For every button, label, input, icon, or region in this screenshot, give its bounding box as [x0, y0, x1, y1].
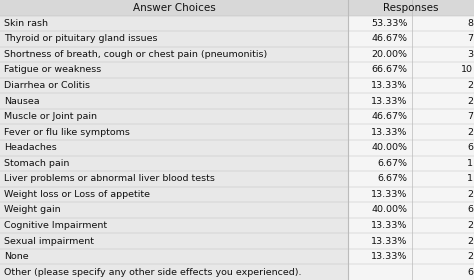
Text: 3: 3	[467, 50, 473, 59]
Text: 2: 2	[467, 221, 473, 230]
Text: Weight loss or Loss of appetite: Weight loss or Loss of appetite	[4, 190, 150, 199]
Text: 2: 2	[467, 81, 473, 90]
Text: 46.67%: 46.67%	[372, 34, 408, 43]
Text: 6: 6	[467, 268, 473, 277]
Text: 2: 2	[467, 97, 473, 106]
Text: 13.33%: 13.33%	[371, 81, 408, 90]
Text: 6: 6	[467, 143, 473, 152]
Text: Weight gain: Weight gain	[4, 206, 60, 214]
Text: Fatigue or weakness: Fatigue or weakness	[4, 66, 101, 74]
Text: 66.67%: 66.67%	[372, 66, 408, 74]
Text: 13.33%: 13.33%	[371, 97, 408, 106]
Text: 13.33%: 13.33%	[371, 252, 408, 261]
Text: 2: 2	[467, 128, 473, 137]
Text: Cognitive Impairment: Cognitive Impairment	[4, 221, 107, 230]
Text: Stomach pain: Stomach pain	[4, 159, 69, 168]
Text: Other (please specify any other side effects you experienced).: Other (please specify any other side eff…	[4, 268, 301, 277]
Text: 1: 1	[467, 174, 473, 183]
Text: Answer Choices: Answer Choices	[133, 3, 216, 13]
Text: 13.33%: 13.33%	[371, 128, 408, 137]
Text: 13.33%: 13.33%	[371, 237, 408, 246]
Text: Muscle or Joint pain: Muscle or Joint pain	[4, 112, 97, 121]
Bar	[0, 0, 474, 16]
Text: Shortness of breath, cough or chest pain (pneumonitis): Shortness of breath, cough or chest pain…	[4, 50, 267, 59]
Text: 40.00%: 40.00%	[372, 143, 408, 152]
Text: Responses: Responses	[383, 3, 439, 13]
Text: 46.67%: 46.67%	[372, 112, 408, 121]
Text: 10: 10	[461, 66, 473, 74]
Text: Sexual impairment: Sexual impairment	[4, 237, 94, 246]
Text: 20.00%: 20.00%	[372, 50, 408, 59]
Text: Diarrhea or Colitis: Diarrhea or Colitis	[4, 81, 90, 90]
Text: 7: 7	[467, 112, 473, 121]
Text: 2: 2	[467, 252, 473, 261]
Text: 53.33%: 53.33%	[371, 19, 408, 28]
Text: Nausea: Nausea	[4, 97, 39, 106]
Text: 7: 7	[467, 34, 473, 43]
Text: 13.33%: 13.33%	[371, 190, 408, 199]
Text: 13.33%: 13.33%	[371, 221, 408, 230]
Text: Liver problems or abnormal liver blood tests: Liver problems or abnormal liver blood t…	[4, 174, 215, 183]
Bar	[348, 0, 474, 280]
Text: Fever or flu like symptoms: Fever or flu like symptoms	[4, 128, 130, 137]
Text: Thyroid or pituitary gland issues: Thyroid or pituitary gland issues	[4, 34, 157, 43]
Text: 6: 6	[467, 206, 473, 214]
Text: 40.00%: 40.00%	[372, 206, 408, 214]
Text: None: None	[4, 252, 28, 261]
Text: 6.67%: 6.67%	[378, 174, 408, 183]
Text: 2: 2	[467, 237, 473, 246]
Text: 6.67%: 6.67%	[378, 159, 408, 168]
Text: Headaches: Headaches	[4, 143, 56, 152]
Text: 1: 1	[467, 159, 473, 168]
Text: Skin rash: Skin rash	[4, 19, 48, 28]
Text: 8: 8	[467, 19, 473, 28]
Text: 2: 2	[467, 190, 473, 199]
